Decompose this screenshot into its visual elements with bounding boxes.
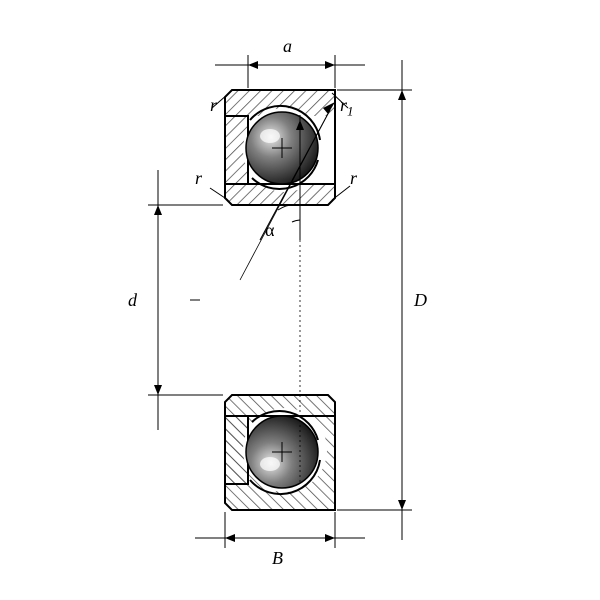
label-d: d [128,290,137,311]
label-r-top-left: r [210,95,217,116]
label-D: D [414,290,427,311]
label-r1: r1 [340,95,354,120]
label-B: B [272,548,283,569]
label-alpha: α [265,220,274,241]
label-a: a [283,36,292,57]
bearing-diagram [0,0,600,600]
label-r-mid-right: r [350,168,357,189]
label-r-mid-left: r [195,168,202,189]
